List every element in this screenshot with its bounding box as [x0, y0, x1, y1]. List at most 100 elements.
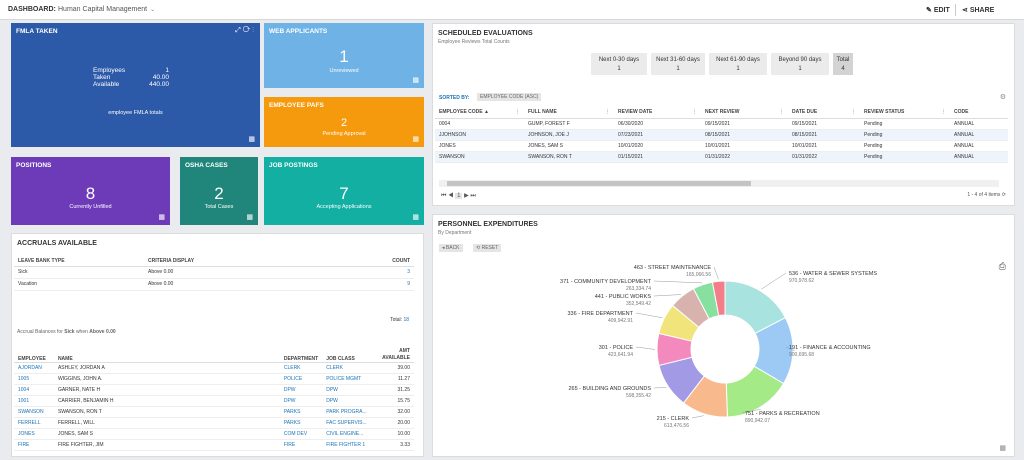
department-link[interactable]: DPW: [283, 397, 296, 404]
reset-button[interactable]: ⟲ RESET: [473, 244, 502, 252]
more-icon[interactable]: ⋮: [252, 27, 254, 34]
employee-code-link[interactable]: AJORDAN: [18, 364, 42, 371]
department-link[interactable]: FIRE: [283, 441, 296, 448]
sort-chip[interactable]: EMPLOYEE CODE (ASC): [477, 93, 542, 101]
eval-bucket[interactable]: Total 4: [833, 53, 853, 75]
job-postings-tile[interactable]: JOB POSTINGS 7 Accepting Applications ▦: [264, 157, 424, 225]
scrollbar-thumb[interactable]: [447, 181, 751, 186]
column-menu-icon[interactable]: ⋮: [779, 109, 784, 116]
fmla-tile[interactable]: FMLA TAKEN ⤢ ⟳ ⋮ Employees 1 Taken 40.00 A…: [11, 23, 260, 147]
employee-code-link[interactable]: 1004: [18, 386, 30, 393]
refresh-icon[interactable]: ⟳: [1001, 192, 1006, 198]
count-link[interactable]: 9: [407, 281, 410, 287]
print-icon[interactable]: ⎙: [998, 261, 1006, 271]
column-header[interactable]: NEXT REVIEW ⋮: [701, 107, 788, 118]
positions-tile[interactable]: POSITIONS 8 Currently Unfilled ▦: [11, 157, 170, 225]
column-header[interactable]: REVIEW DATE ⋮: [614, 107, 701, 118]
employee-code-link[interactable]: 1005: [18, 375, 30, 382]
table-row[interactable]: JONES JONES, SAM S 10/01/2020 10/01/2021 10/…: [435, 140, 1008, 151]
column-header[interactable]: EMPLOYEE: [18, 355, 46, 362]
table-row[interactable]: 1004 GARNER, NATE H DPW DPW 31.25: [14, 384, 414, 395]
department-link[interactable]: CLERK: [283, 364, 301, 371]
table-row[interactable]: Vacation Above 0.00 9: [14, 278, 414, 290]
total-value[interactable]: 18: [403, 317, 409, 323]
eval-bucket[interactable]: Next 0-30 days 1: [591, 53, 647, 75]
table-row[interactable]: Sick Above 0.00 3: [14, 266, 414, 278]
department-link[interactable]: POLICE: [283, 375, 303, 382]
column-header[interactable]: DEPARTMENT: [283, 355, 319, 362]
table-row[interactable]: AJORDAN ASHLEY, JORDAN A CLERK CLERK 39.00: [14, 362, 414, 373]
column-header[interactable]: LEAVE BANK TYPE: [18, 257, 65, 264]
table-row[interactable]: FIRE FIRE FIGHTER, JIM FIRE FIRE FIGHTER 1 3…: [14, 439, 414, 450]
dashboard-select[interactable]: Human Capital Management ⌄: [58, 6, 155, 13]
refresh-icon[interactable]: ⟳: [242, 27, 251, 34]
job-class-link[interactable]: POLICE MGMT: [326, 375, 362, 382]
department-link[interactable]: PARKS: [283, 408, 301, 415]
employee-code-link[interactable]: JONES: [18, 430, 35, 437]
column-header[interactable]: CODE: [950, 107, 1008, 118]
column-header[interactable]: REVIEW STATUS ⋮: [860, 107, 950, 118]
column-header[interactable]: AMT AVAILABLE: [378, 344, 414, 362]
table-row[interactable]: FERRELL FERRELL, WILL PARKS FAC SUPERVIS...…: [14, 417, 414, 428]
job-class-link[interactable]: FAC SUPERVIS...: [326, 419, 367, 426]
table-icon[interactable]: ▦: [412, 77, 419, 84]
employee-code-link[interactable]: SWANSON: [18, 408, 44, 415]
first-page-icon[interactable]: ⏮: [441, 193, 447, 199]
table-icon[interactable]: ▦: [246, 214, 253, 221]
table-row[interactable]: 0004 GUMP, FOREST F 06/30/2020 09/15/2021 09…: [435, 118, 1008, 129]
eval-bucket[interactable]: Next 31-60 days 1: [651, 53, 705, 75]
table-icon[interactable]: ▦: [412, 214, 419, 221]
table-row[interactable]: 1005 WIGGINS, JOHN A. POLICE POLICE MGMT 11.…: [14, 373, 414, 384]
department-link[interactable]: PARKS: [283, 419, 301, 426]
employee-code-link[interactable]: FERRELL: [18, 419, 41, 426]
column-header[interactable]: JOB CLASS: [326, 355, 355, 362]
job-class-link[interactable]: DPW: [326, 386, 338, 393]
next-page-icon[interactable]: ▶: [464, 193, 469, 199]
job-class-link[interactable]: PARK PROGRA...: [326, 408, 367, 415]
eval-bucket[interactable]: Beyond 90 days 1: [771, 53, 829, 75]
table-icon[interactable]: ▦: [158, 214, 165, 221]
table-row[interactable]: JJOHNSON JOHNSON, JOE J 07/23/2021 08/15/20…: [435, 129, 1008, 140]
column-menu-icon[interactable]: ⋮: [605, 109, 610, 116]
table-row[interactable]: JONES JONES, SAM S COM DEV CIVIL ENGINE... 1…: [14, 428, 414, 439]
eval-bucket[interactable]: Next 61-90 days 1: [709, 53, 767, 75]
column-menu-icon[interactable]: ⋮: [692, 109, 697, 116]
edit-button[interactable]: ✎ EDIT: [926, 6, 950, 14]
last-page-icon[interactable]: ⏭: [470, 193, 476, 199]
horizontal-scrollbar[interactable]: [439, 180, 999, 187]
job-class-link[interactable]: FIRE FIGHTER 1: [326, 441, 366, 448]
column-menu-icon[interactable]: ⋮: [515, 109, 520, 116]
web-applicants-tile[interactable]: WEB APPLICANTS 1 Unreviewed ▦: [264, 23, 424, 88]
employee-code-link[interactable]: FIRE: [18, 441, 30, 448]
table-row[interactable]: SWANSON SWANSON, RON T 01/15/2021 01/31/202…: [435, 151, 1008, 162]
column-header[interactable]: EMPLOYEE CODE ▲ ⋮: [435, 107, 524, 118]
back-button[interactable]: ◂ BACK: [439, 244, 463, 252]
column-header[interactable]: NAME: [57, 355, 73, 362]
column-menu-icon[interactable]: ⋮: [941, 109, 946, 116]
department-link[interactable]: COM DEV: [283, 430, 308, 437]
table-icon[interactable]: ▦: [412, 136, 419, 143]
page-number[interactable]: 1: [455, 193, 463, 199]
column-header[interactable]: COUNT: [392, 257, 410, 264]
job-class-link[interactable]: DPW: [326, 397, 338, 404]
table-icon[interactable]: ▦: [248, 136, 255, 143]
employee-pafs-tile[interactable]: EMPLOYEE PAFS 2 Pending Approval ▦: [264, 97, 424, 147]
column-menu-icon[interactable]: ⋮: [851, 109, 856, 116]
column-header[interactable]: DATE DUE ⋮: [788, 107, 860, 118]
employee-code-link[interactable]: 1001: [18, 397, 30, 404]
expand-icon[interactable]: ⤢: [235, 27, 241, 34]
settings-gear-icon[interactable]: ⚙: [999, 94, 1006, 101]
job-class-link[interactable]: CIVIL ENGINE...: [326, 430, 364, 437]
share-button[interactable]: ⋖ SHARE: [962, 6, 994, 14]
table-icon[interactable]: ▦: [999, 445, 1006, 452]
column-header[interactable]: FULL NAME ⋮: [524, 107, 614, 118]
department-link[interactable]: DPW: [283, 386, 296, 393]
osha-cases-tile[interactable]: OSHA CASES 2 Total Cases ▦: [180, 157, 258, 225]
count-link[interactable]: 3: [407, 269, 410, 275]
table-row[interactable]: 1001 CARRIER, BENJAMIN H DPW DPW 15.75: [14, 395, 414, 406]
table-row[interactable]: SWANSON SWANSON, RON T PARKS PARK PROGRA...…: [14, 406, 414, 417]
job-class-link[interactable]: CLERK: [326, 364, 343, 371]
prev-page-icon[interactable]: ◀: [448, 193, 454, 199]
column-header[interactable]: CRITERIA DISPLAY: [148, 257, 195, 264]
donut-slice[interactable]: [711, 280, 726, 317]
